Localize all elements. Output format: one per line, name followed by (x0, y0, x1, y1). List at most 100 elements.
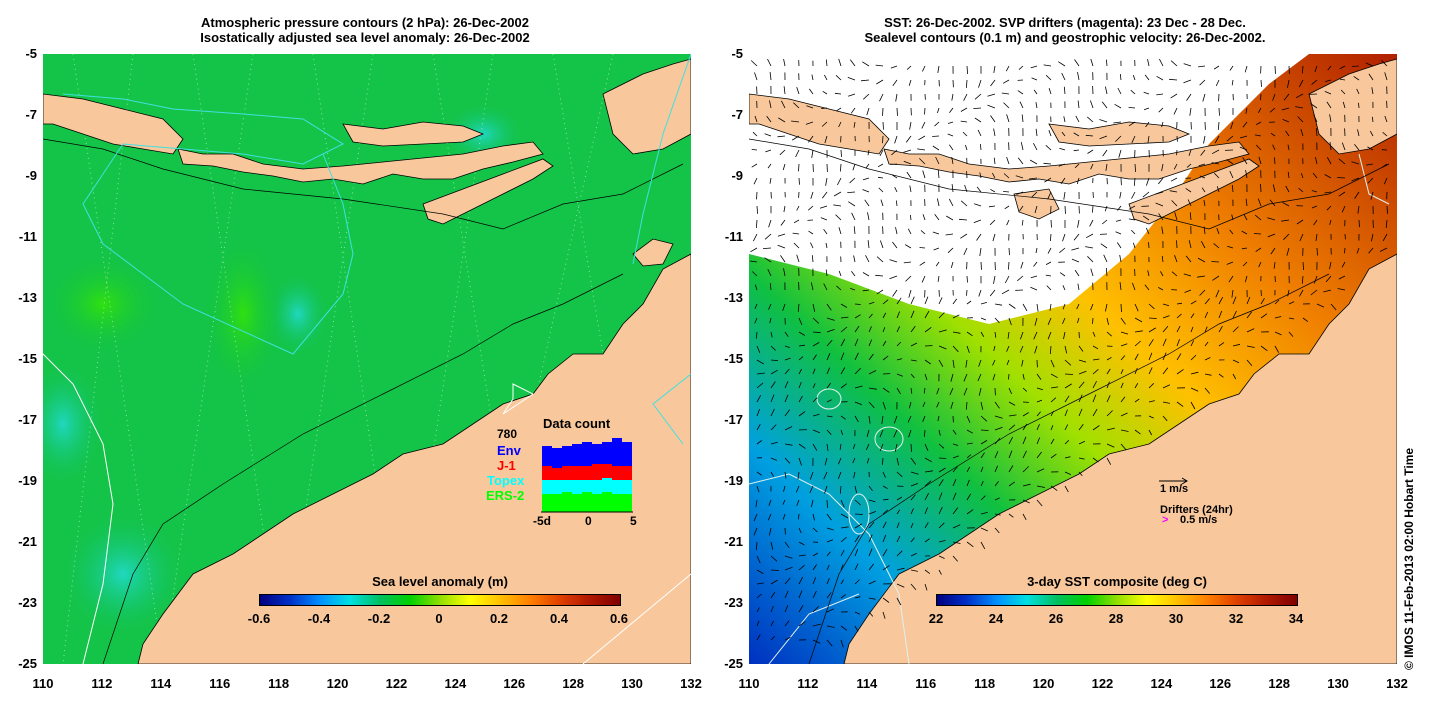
velocity-arrow (1190, 401, 1196, 410)
velocity-arrow (1142, 215, 1150, 221)
velocity-arrow (808, 205, 814, 211)
colorbar-tick-label: -0.4 (307, 611, 331, 626)
velocity-arrow (1036, 485, 1045, 488)
velocity-arrow (1134, 303, 1139, 312)
velocity-arrow (1132, 74, 1136, 81)
velocity-arrow (770, 620, 774, 627)
copyright-text: © IMOS 11-Feb-2013 02:00 Hobart Time (1402, 447, 1416, 670)
x-tick-label: 110 (738, 676, 760, 691)
velocity-arrow (1257, 198, 1262, 207)
velocity-arrow (1176, 369, 1184, 375)
velocity-arrow (994, 481, 999, 487)
velocity-arrow (1302, 261, 1304, 271)
data-count-bar (552, 448, 562, 468)
velocity-arrow (1338, 275, 1346, 280)
velocity-arrow (922, 65, 926, 72)
velocity-arrow (910, 443, 912, 452)
velocity-arrow (1106, 331, 1112, 337)
velocity-arrow (896, 297, 902, 305)
velocity-arrow (903, 160, 912, 165)
velocity-arrow (1338, 158, 1346, 165)
velocity-arrow (882, 107, 884, 116)
velocity-arrow (952, 507, 959, 515)
velocity-arrow (1021, 114, 1024, 123)
velocity-arrow (1329, 114, 1332, 123)
velocity-arrow (993, 65, 996, 73)
velocity-arrow (963, 93, 968, 101)
velocity-arrow (977, 373, 982, 382)
velocity-arrow (952, 555, 959, 562)
velocity-arrow (1161, 255, 1164, 263)
velocity-arrow (1272, 93, 1276, 101)
data-count-bar (572, 466, 582, 480)
velocity-arrow (904, 244, 912, 249)
velocity-arrow (1358, 102, 1360, 109)
velocity-arrow (1101, 219, 1108, 225)
velocity-arrow (860, 79, 870, 82)
velocity-arrow (793, 219, 800, 224)
velocity-arrow (951, 184, 954, 193)
velocity-arrow (978, 387, 982, 396)
velocity-arrow (1384, 72, 1388, 81)
velocity-arrow (1050, 397, 1057, 403)
velocity-arrow (877, 176, 884, 179)
velocity-arrow (1085, 134, 1094, 137)
velocity-arrow (1242, 121, 1248, 128)
velocity-arrow (910, 342, 918, 347)
velocity-arrow (1204, 387, 1211, 394)
velocity-arrow (892, 289, 898, 297)
velocity-arrow (1287, 79, 1290, 88)
velocity-arrow (1272, 144, 1276, 151)
velocity-arrow (1382, 233, 1388, 242)
velocity-arrow (1017, 157, 1024, 165)
velocity-arrow (836, 107, 842, 112)
velocity-arrow (924, 296, 929, 305)
velocity-arrow (980, 495, 986, 501)
velocity-arrow (752, 131, 758, 137)
velocity-arrow (910, 296, 915, 305)
velocity-arrow (1090, 268, 1094, 277)
left-colorbar (259, 594, 621, 606)
velocity-arrow (1386, 205, 1388, 214)
velocity-arrow (1147, 59, 1150, 67)
velocity-arrow (867, 240, 870, 249)
velocity-arrow (1077, 219, 1080, 228)
velocity-arrow (932, 231, 940, 235)
velocity-arrow (811, 74, 814, 81)
velocity-arrow (1090, 100, 1094, 109)
velocity-arrow (1008, 465, 1014, 473)
velocity-arrow (1036, 303, 1039, 312)
velocity-arrow (1186, 163, 1192, 168)
velocity-arrow (894, 187, 898, 193)
velocity-arrow (1034, 205, 1038, 214)
x-tick-label: 126 (503, 676, 526, 691)
velocity-arrow (1106, 395, 1111, 403)
velocity-arrow (952, 298, 958, 305)
data-count-max: 780 (497, 427, 518, 441)
velocity-arrow (1368, 73, 1374, 81)
velocity-arrow (1036, 387, 1044, 391)
velocity-arrow (755, 541, 758, 551)
velocity-arrow (1339, 65, 1346, 70)
velocity-arrow (1285, 185, 1290, 193)
right-map-title: SST: 26-Dec-2002. SVP drifters (magenta)… (760, 15, 1370, 45)
velocity-arrow (1118, 149, 1122, 158)
velocity-arrow (1092, 345, 1099, 350)
velocity-arrow (910, 522, 914, 529)
velocity-arrow (952, 345, 959, 353)
velocity-arrow (782, 499, 786, 505)
velocity-arrow (783, 59, 786, 67)
data-count-title: Data count (543, 416, 611, 431)
velocity-arrow (770, 345, 776, 351)
velocity-arrow (1231, 289, 1234, 298)
velocity-arrow (1134, 353, 1139, 361)
velocity-arrow (1105, 267, 1108, 277)
velocity-arrow (1030, 275, 1038, 279)
velocity-arrow (950, 261, 954, 269)
velocity-arrow (1274, 299, 1280, 305)
velocity-arrow (1046, 285, 1052, 291)
velocity-arrow (809, 485, 814, 494)
velocity-arrow (866, 429, 870, 438)
velocity-arrow (1100, 243, 1108, 249)
velocity-arrow (890, 65, 898, 69)
